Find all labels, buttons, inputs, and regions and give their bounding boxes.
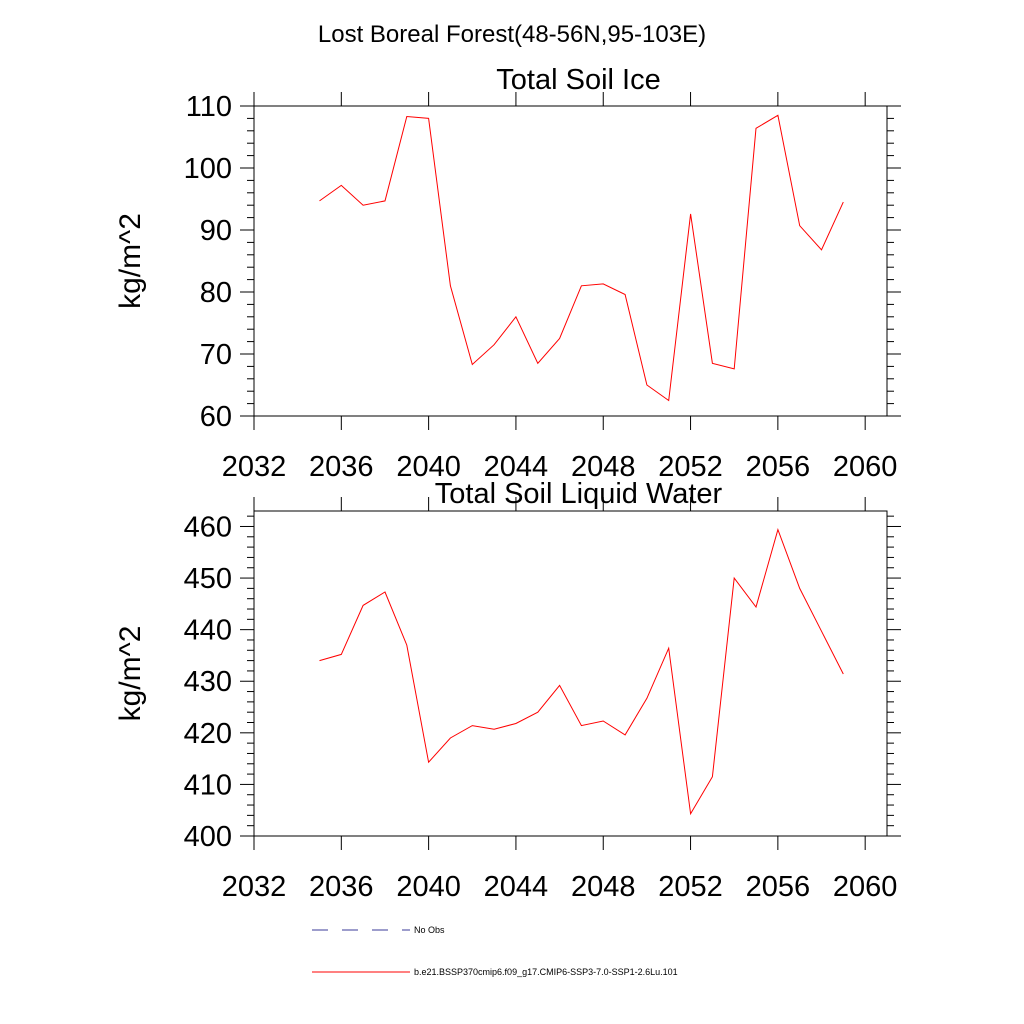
x-tick-label: 2060 xyxy=(833,871,898,903)
x-tick-label: 2052 xyxy=(658,871,723,903)
plot-frame xyxy=(253,105,888,417)
y-tick-label: 70 xyxy=(200,339,232,371)
figure-title: Lost Boreal Forest(48-56N,95-103E) xyxy=(318,21,706,48)
x-tick-label: 2032 xyxy=(222,871,287,903)
x-tick-label: 2060 xyxy=(833,451,898,483)
x-tick-label: 2040 xyxy=(396,451,461,483)
y-tick-label: 460 xyxy=(184,511,232,543)
panel-total-soil-liquid-water: Total Soil Liquid Water kg/m^2 400 410 420 43… xyxy=(114,478,901,903)
y-axis-label: kg/m^2 xyxy=(114,213,147,309)
legend-label-model-run: b.e21.BSSP370cmip6.f09_g17.CMIP6-SSP3-7.… xyxy=(414,967,678,977)
x-tick-label: 2056 xyxy=(746,451,811,483)
legend-label-no-obs: No Obs xyxy=(414,925,445,935)
x-tick-label: 2056 xyxy=(746,871,811,903)
legend: No Obs b.e21.BSSP370cmip6.f09_g17.CMIP6-… xyxy=(312,925,678,977)
x-tick-label: 2040 xyxy=(396,871,461,903)
series-line xyxy=(319,527,844,816)
x-tick-label: 2044 xyxy=(484,451,549,483)
x-tick-label: 2036 xyxy=(309,871,374,903)
panel-total-soil-ice: Total Soil Ice kg/m^2 60 70 80 90 100 110 2032 20… xyxy=(114,64,901,483)
y-tick-label: 420 xyxy=(184,718,232,750)
series-line xyxy=(319,114,844,402)
y-tick-label: 100 xyxy=(184,153,232,185)
x-tick-label: 2048 xyxy=(571,871,636,903)
plot-frame xyxy=(253,510,888,837)
x-tick-label: 2032 xyxy=(222,451,287,483)
panel-title: Total Soil Liquid Water xyxy=(435,478,723,510)
y-tick-label: 400 xyxy=(184,821,232,853)
x-tick-label: 2048 xyxy=(571,451,636,483)
y-tick-label: 60 xyxy=(200,401,232,433)
y-tick-label: 90 xyxy=(200,215,232,247)
panel-title: Total Soil Ice xyxy=(496,64,660,96)
y-tick-label: 80 xyxy=(200,277,232,309)
y-tick-label: 450 xyxy=(184,563,232,595)
y-tick-label: 430 xyxy=(184,666,232,698)
y-axis-label: kg/m^2 xyxy=(114,626,147,722)
x-tick-label: 2052 xyxy=(658,451,723,483)
y-tick-label: 110 xyxy=(186,91,232,123)
x-tick-label: 2044 xyxy=(484,871,549,903)
y-tick-label: 440 xyxy=(184,615,232,647)
y-tick-label: 410 xyxy=(184,769,232,801)
x-tick-label: 2036 xyxy=(309,451,374,483)
